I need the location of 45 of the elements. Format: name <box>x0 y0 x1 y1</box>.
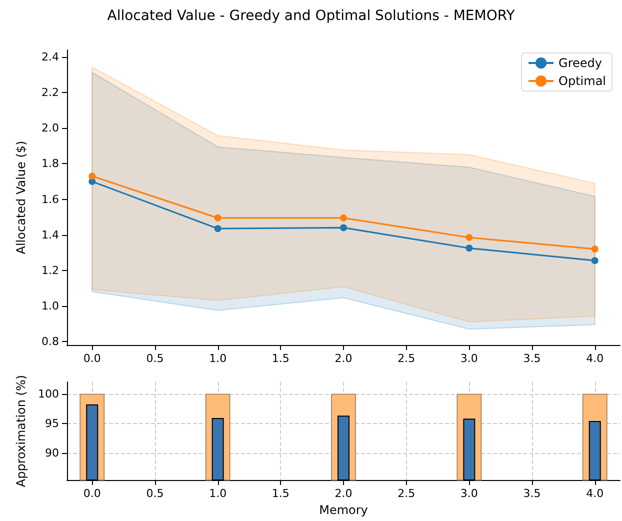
x-tick-label: 0.0 <box>83 352 101 365</box>
legend-label: Optimal <box>558 74 606 88</box>
point <box>88 172 96 180</box>
y-tick-label: 1.2 <box>42 264 59 277</box>
x-tick-label: 4.0 <box>586 487 604 500</box>
x-tick-label: 3.0 <box>460 352 478 365</box>
y-tick-label: 100 <box>38 387 59 400</box>
y-tick-label: 2.2 <box>42 86 59 100</box>
x-tick-label: 2.0 <box>334 352 352 365</box>
point <box>214 225 222 232</box>
point <box>591 246 598 253</box>
legend-label: Greedy <box>558 56 602 70</box>
point <box>340 214 347 222</box>
y-tick-label: 0.8 <box>42 334 59 348</box>
y-tick-label: 2.4 <box>42 50 59 64</box>
y-tick-label: 2.0 <box>42 122 59 135</box>
x-tick-label: 1.0 <box>209 352 227 365</box>
y-tick-label: 1.8 <box>42 157 59 170</box>
y-axis-title: Approximation (%) <box>14 374 28 488</box>
y-tick-label: 1.4 <box>42 228 59 242</box>
point <box>466 244 473 252</box>
x-tick-label: 1.5 <box>272 487 290 500</box>
y-tick-label: 1.6 <box>42 192 59 206</box>
x-tick-label: 3.5 <box>523 352 541 365</box>
y-tick-label: 95 <box>45 416 59 430</box>
point <box>340 224 347 232</box>
point <box>466 234 473 241</box>
x-tick-label: 1.0 <box>209 487 227 500</box>
x-tick-label: 3.0 <box>460 487 478 500</box>
x-tick-label: 2.0 <box>334 487 352 500</box>
y-tick-label: 1.0 <box>42 299 59 312</box>
point <box>214 214 222 222</box>
y-tick-label: 90 <box>45 446 59 460</box>
x-tick-label: 0.5 <box>146 352 164 365</box>
chart-title: Allocated Value - Greedy and Optimal Solutions - MEMORY <box>107 8 516 24</box>
x-tick-label: 2.5 <box>398 487 416 500</box>
point <box>591 257 598 264</box>
x-tick-label: 2.5 <box>398 352 416 365</box>
y-axis-title: Allocated Value ($) <box>14 140 28 254</box>
x-tick-label: 1.5 <box>272 352 290 365</box>
x-tick-label: 0.0 <box>83 487 101 500</box>
x-tick-label: 4.0 <box>586 352 604 365</box>
x-tick-label: 0.5 <box>146 487 164 500</box>
x-axis-title: Memory <box>319 502 368 517</box>
x-tick-label: 3.5 <box>523 487 541 500</box>
